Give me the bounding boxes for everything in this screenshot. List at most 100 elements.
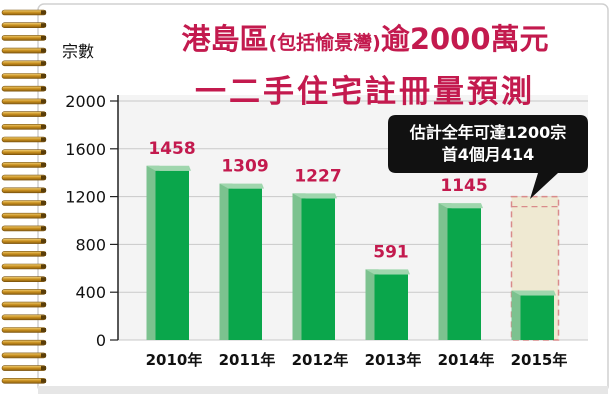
data-label: 1227: [294, 166, 341, 186]
data-label: 591: [373, 242, 409, 262]
y-tick-label: 400: [75, 283, 106, 302]
binding-hole: [41, 137, 46, 142]
y-axis-label: 宗數: [62, 42, 95, 61]
binding-hole: [41, 99, 46, 104]
data-label: 1309: [221, 157, 268, 177]
binding-hole: [41, 86, 46, 91]
binding-hole: [41, 213, 46, 218]
chart-title-main: 港島區: [181, 22, 269, 56]
binding-hole: [41, 277, 46, 282]
binding-hole: [41, 188, 46, 193]
binding-hole: [41, 264, 46, 269]
chart-title-line2: 一二手住宅註冊量預測: [195, 74, 535, 110]
plot-area: 0 400 800 1200 1600 2000 1458 2010年 1309 2011年 122…: [65, 92, 588, 369]
binding-ring: [1, 73, 47, 79]
x-tick-label: 2010年: [146, 351, 203, 369]
binding-ring: [1, 98, 47, 105]
bar: [520, 295, 554, 340]
binding-hole: [41, 328, 46, 332]
binding-ring: [1, 35, 47, 41]
bar: [155, 170, 189, 340]
binding-ring: [1, 314, 47, 321]
x-tick-label: 2015年: [511, 351, 568, 369]
bar: [447, 208, 481, 340]
binding-hole: [41, 74, 46, 78]
projection-callout: 估計全年可達1200宗 首4個月414: [388, 115, 588, 199]
binding-hole: [41, 112, 46, 117]
binding-hole: [41, 366, 46, 371]
binding-hole: [41, 48, 46, 53]
data-label: 1145: [440, 176, 487, 196]
bar: [228, 188, 262, 340]
binding-ring: [1, 212, 47, 219]
binding-hole: [41, 150, 46, 155]
binding-ring: [1, 60, 47, 67]
x-tick-label: 2013年: [365, 351, 422, 369]
binding-hole: [41, 226, 46, 231]
chart-title-line1: 港島區(包括愉景灣)逾2000萬元: [130, 16, 600, 58]
chart-title-rest: 逾2000萬元: [380, 22, 549, 56]
binding-hole: [41, 378, 46, 383]
bar-top: [292, 193, 337, 199]
y-tick-label: 2000: [65, 92, 106, 111]
binding-hole: [41, 289, 46, 294]
binding-ring: [1, 47, 47, 54]
binding-ring: [1, 225, 47, 232]
binding-ring: [1, 149, 47, 155]
x-tick-label: 2012年: [292, 351, 349, 369]
binding-ring: [1, 111, 47, 117]
binding-ring: [1, 289, 47, 295]
binding-ring: [1, 276, 47, 283]
binding-ring: [1, 136, 47, 143]
binding-hole: [41, 340, 46, 345]
binding-hole: [41, 251, 46, 256]
binding-ring: [1, 124, 47, 130]
binding-ring: [1, 339, 47, 346]
bar-top: [511, 290, 556, 296]
binding-ring: [1, 301, 47, 308]
binding-ring: [1, 365, 47, 371]
binding-ring: [1, 9, 47, 16]
binding-ring: [1, 174, 47, 181]
binding-hole: [41, 239, 46, 244]
bar-top: [219, 183, 264, 189]
binding-hole: [41, 35, 46, 40]
binding-rings: [1, 9, 47, 384]
callout-line2: 首4個月414: [441, 145, 535, 164]
chart-title-paren: (包括愉景灣): [268, 32, 381, 54]
binding-ring: [1, 352, 47, 359]
callout-line1: 估計全年可達1200宗: [409, 123, 567, 142]
binding-ring: [1, 327, 47, 333]
binding-ring: [1, 162, 47, 168]
binding-hole: [41, 124, 46, 129]
binding-ring: [1, 251, 47, 257]
binding-hole: [41, 10, 46, 15]
y-tick-label: 1200: [65, 188, 106, 207]
binding-hole: [41, 302, 46, 307]
bar: [301, 198, 335, 340]
bar-top: [438, 203, 483, 209]
binding-ring: [1, 200, 47, 206]
x-tick-label: 2014年: [438, 351, 495, 369]
binding-hole: [41, 201, 46, 205]
binding-hole: [41, 353, 46, 358]
notebook-page-shadow: [38, 386, 608, 394]
binding-hole: [41, 175, 46, 180]
bar-top: [365, 269, 410, 275]
y-tick-label: 0: [96, 331, 106, 350]
binding-hole: [41, 315, 46, 320]
y-tick-label: 800: [75, 235, 106, 254]
binding-ring: [1, 22, 47, 29]
binding-ring: [1, 187, 47, 194]
binding-ring: [1, 377, 47, 384]
binding-ring: [1, 85, 47, 92]
binding-ring: [1, 238, 47, 244]
binding-hole: [41, 162, 46, 167]
binding-hole: [41, 23, 46, 28]
x-tick-label: 2011年: [219, 351, 276, 369]
callout-bubble: [388, 115, 588, 199]
data-label: 1458: [148, 139, 195, 159]
y-tick-label: 1600: [65, 140, 106, 159]
bar: [374, 274, 408, 340]
